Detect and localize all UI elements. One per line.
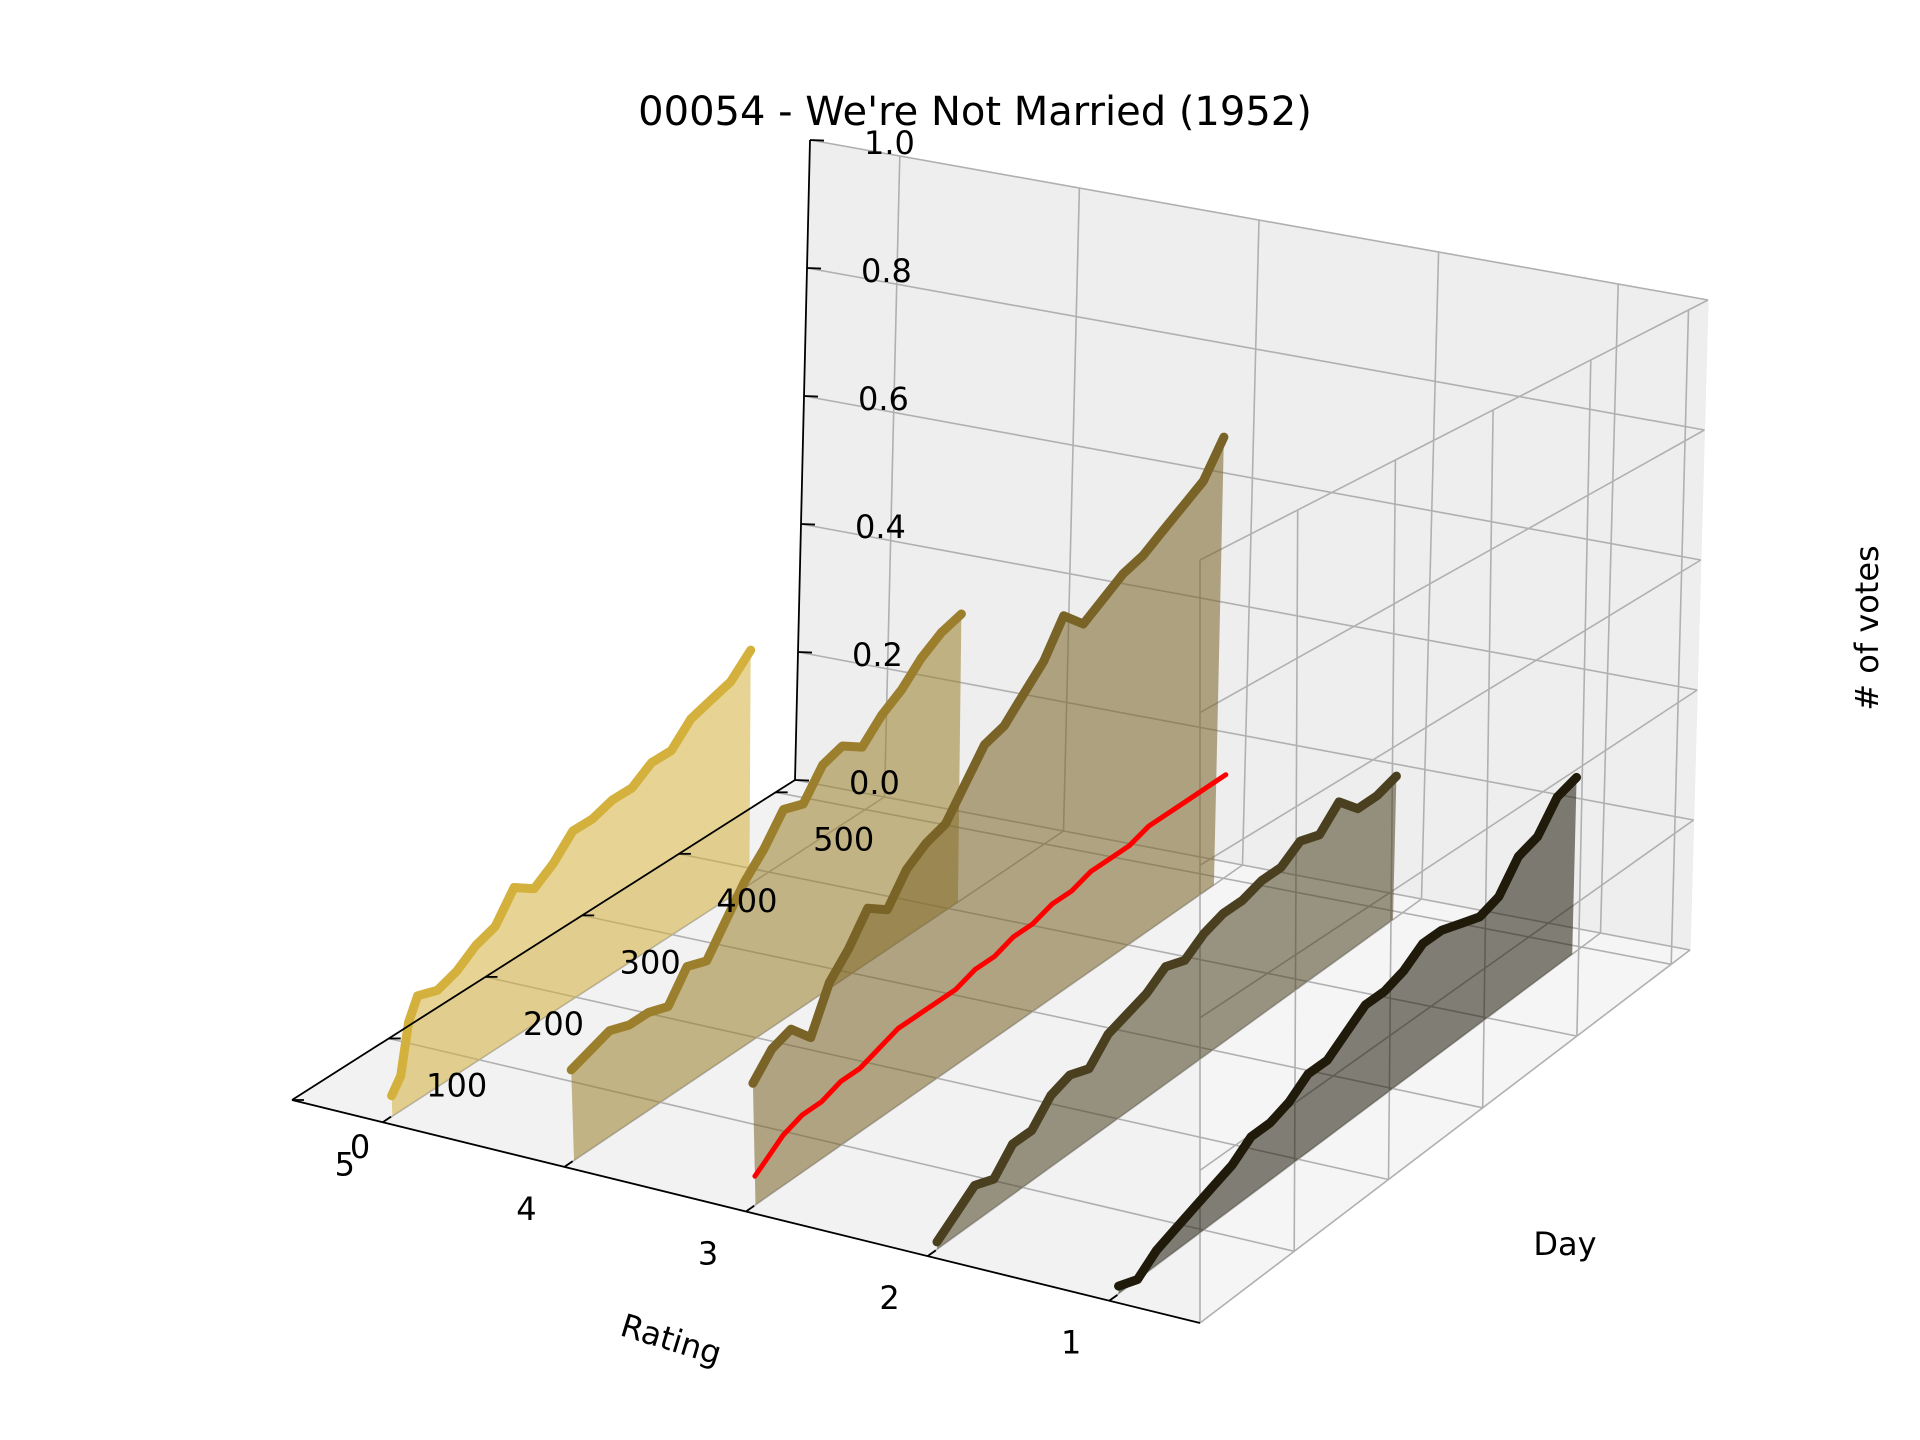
grid-line (1199, 299, 1709, 561)
series-line-3 (748, 432, 1229, 1088)
grid-line (1199, 429, 1705, 714)
series-lines (387, 432, 1582, 1291)
grid-line (1420, 251, 1440, 900)
z-axis-line (794, 139, 811, 781)
z-tick-1-0-tick (809, 139, 825, 142)
grid-line (809, 139, 1709, 301)
grid-line (1199, 949, 1691, 1324)
series-line-5 (387, 645, 756, 1101)
grid-line (1241, 219, 1260, 866)
x-tick-5-tick (382, 1115, 392, 1124)
x-tick-3-tick (745, 1205, 755, 1213)
series-line-1 (1114, 772, 1582, 1291)
y-axis-label: Day (1533, 1225, 1596, 1263)
grid-line (1599, 283, 1619, 934)
series-line-4 (566, 609, 966, 1075)
y-tick-300-label: 300 (620, 943, 681, 981)
x-tick-1-label: 1 (1061, 1324, 1081, 1362)
z-tick-0-2-label: 0.2 (852, 636, 903, 674)
grid-line (883, 155, 901, 798)
z-axis-label: # of votes (1848, 545, 1886, 710)
z-tick-0-8-tick (806, 267, 822, 270)
grid-line (388, 1037, 1295, 1253)
axes (291, 139, 1201, 1324)
y-tick-400-label: 400 (716, 882, 777, 920)
chart-title: 00054 - We're Not Married (1952) (638, 89, 1312, 135)
series-fill-2 (937, 776, 1397, 1250)
grid-line (806, 267, 1705, 431)
x-tick-2-tick (927, 1249, 937, 1257)
z-tick-0-4-label: 0.4 (855, 508, 906, 546)
z-tick-0-0-tick (794, 779, 810, 782)
y-tick-200-label: 200 (523, 1005, 584, 1043)
y-axis-line (291, 779, 796, 1101)
z-tick-0-0-label: 0.0 (849, 764, 900, 802)
z-tick-0-6-label: 0.6 (858, 380, 909, 418)
x-tick-5-label: 5 (335, 1145, 355, 1183)
x-tick-1-tick (1108, 1294, 1118, 1302)
series-fill-5 (391, 650, 751, 1116)
grid-line (1199, 559, 1702, 866)
grid-line (1576, 359, 1592, 1037)
x-tick-4-label: 4 (516, 1190, 536, 1228)
x-tick-2-label: 2 (879, 1279, 899, 1317)
series-fill-3 (752, 437, 1224, 1205)
z-tick-0-2-tick (797, 651, 813, 654)
x-tick-3-label: 3 (698, 1235, 718, 1273)
series-line-2 (932, 771, 1401, 1247)
y-tick-0-label: 0 (350, 1128, 370, 1166)
grid-line (803, 395, 1701, 561)
grid-line (1670, 309, 1690, 965)
y-tick-500-label: 500 (813, 820, 874, 858)
mean-series-line (752, 772, 1229, 1179)
x-tick-4-tick (563, 1160, 574, 1168)
z-tick-0-8-label: 0.8 (861, 252, 912, 290)
z-tick-0-4-tick (800, 523, 816, 526)
z-tick-0-6-tick (803, 395, 819, 398)
tick-labels: 1 2 3 4 50 100 200 300 400 500 0.0 0.2 0.4 0.6 0.8 1.0 (335, 124, 1082, 1362)
x-axis-label: Rating (616, 1306, 726, 1373)
grid-line (800, 523, 1698, 691)
y-tick-100-label: 100 (426, 1067, 487, 1105)
z-tick-1-0-label: 1.0 (864, 124, 915, 162)
